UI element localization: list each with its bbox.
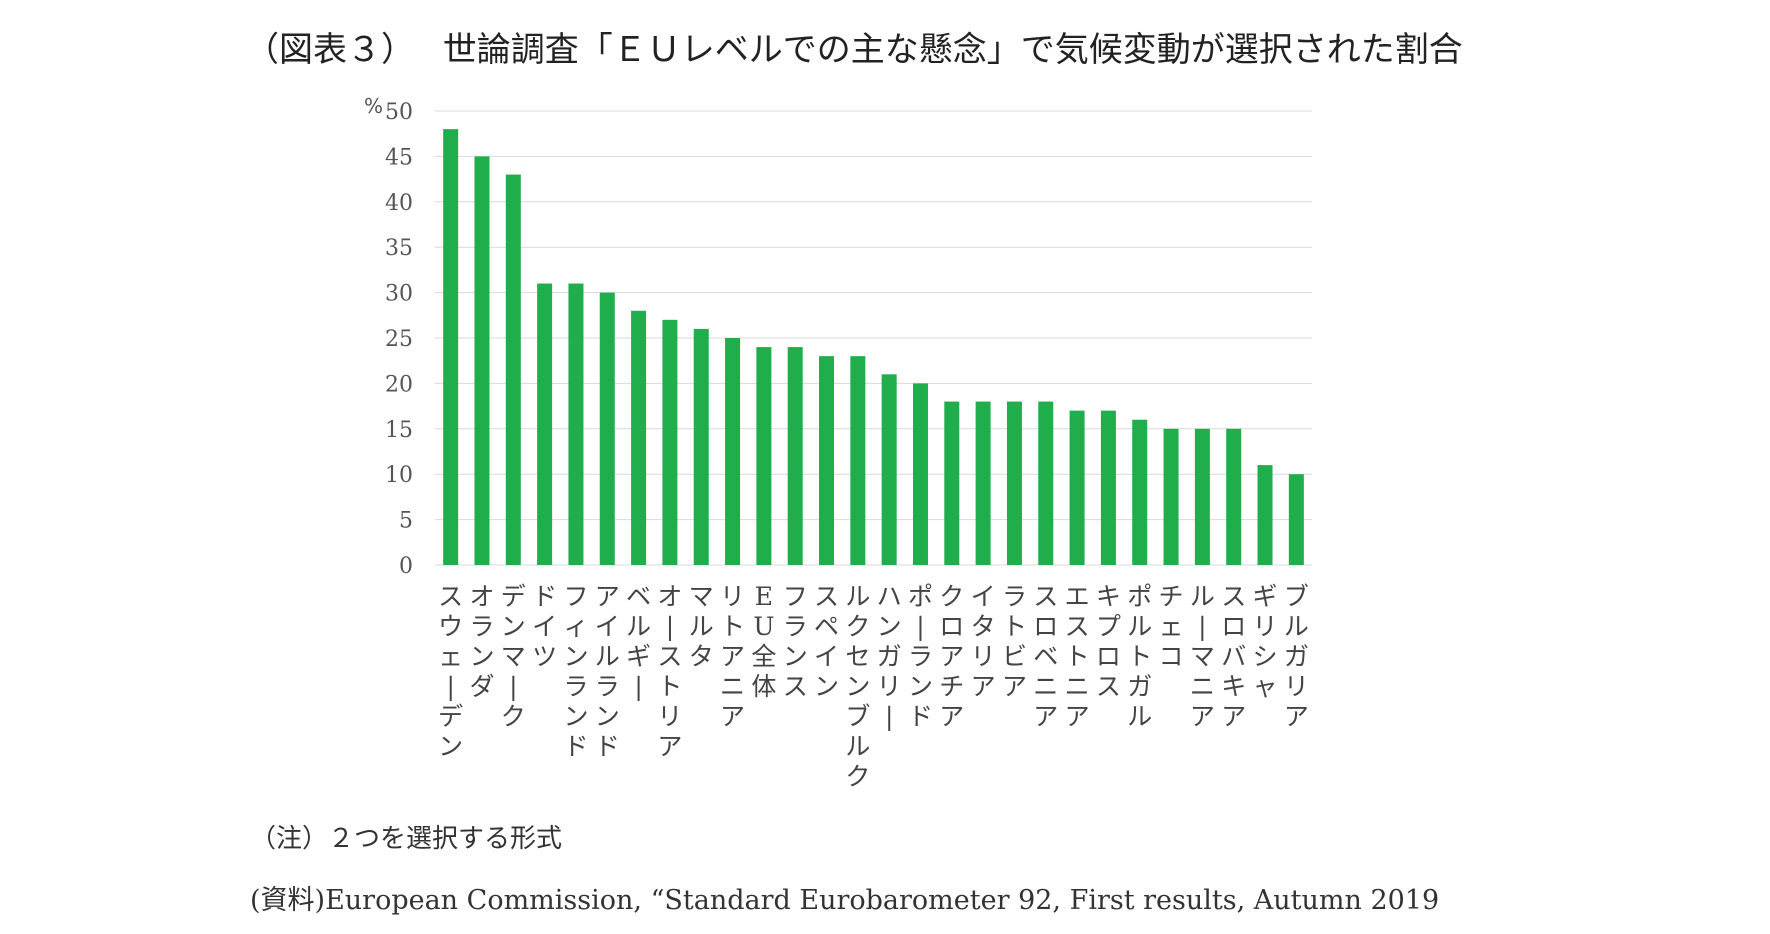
- bar: [756, 347, 772, 565]
- bar: [819, 356, 835, 565]
- x-category-label: フランス: [783, 582, 808, 701]
- chart-title: （図表３） 世論調査「ＥＵレベルでの主な懸念」で気候変動が選択された割合: [245, 30, 1463, 70]
- chart-note: （注）２つを選択する形式: [250, 824, 563, 854]
- x-category-label: エストニア: [1065, 582, 1090, 731]
- x-category-label: スロベニア: [1033, 582, 1058, 731]
- bar: [1163, 428, 1179, 565]
- bar: [568, 283, 584, 565]
- x-category-label: イタリア: [971, 582, 996, 701]
- bar: [505, 174, 521, 565]
- x-category-label: ドイツ: [532, 582, 557, 671]
- x-category-label: スロバキア: [1221, 582, 1246, 731]
- bar: [599, 292, 615, 565]
- x-category-label: ラトビア: [1002, 582, 1027, 701]
- bar: [693, 328, 709, 565]
- x-category-label: スペイン: [814, 582, 839, 701]
- bar: [1006, 401, 1022, 565]
- x-category-label: オ|ストリア: [657, 582, 682, 761]
- x-category-label: スウェ|デン: [438, 582, 463, 761]
- x-category-label: ポ|ランド: [908, 582, 933, 731]
- x-category-label: ハンガリ|: [877, 582, 902, 732]
- bar: [1100, 410, 1116, 565]
- y-tick-label: 50: [385, 100, 413, 125]
- bar: [474, 156, 490, 565]
- y-tick-label: 5: [399, 509, 413, 534]
- bar: [1038, 401, 1054, 565]
- bar: [1226, 428, 1242, 565]
- bar: [1257, 465, 1273, 565]
- chart-source: (資料)European Commission, “Standard Eurob…: [250, 885, 1440, 916]
- y-tick-label: 0: [399, 554, 413, 579]
- bar: [881, 374, 897, 565]
- x-category-label: クロアチア: [939, 582, 964, 731]
- x-category-label: リトアニア: [720, 582, 745, 731]
- x-category-label: ブルガリア: [1284, 582, 1309, 731]
- x-category-label: フィンランド: [563, 582, 588, 761]
- bar: [725, 338, 741, 565]
- bar: [787, 347, 803, 565]
- x-category-label: ルクセンブルク: [845, 582, 870, 791]
- y-axis-ticks: 0 5 10 15 20 25 30 35 40 45 50: [385, 100, 413, 579]
- y-tick-label: 40: [385, 191, 413, 216]
- x-category-label: アイルランド: [595, 582, 620, 761]
- x-category-label: チェコ: [1159, 582, 1184, 671]
- y-tick-label: 25: [385, 327, 413, 352]
- bar: [975, 401, 991, 565]
- x-category-label: ポルトガル: [1127, 582, 1152, 731]
- x-category-label: ル|マニア: [1190, 582, 1215, 731]
- bar: [850, 356, 866, 565]
- x-category-label: オランダ: [469, 582, 494, 701]
- x-axis-category-labels: スウェ|デンオランダデンマ|クドイツフィンランドアイルランドベルギ|オ|ストリア…: [438, 582, 1309, 791]
- bars: [443, 129, 1304, 565]
- y-tick-label: 20: [385, 372, 413, 397]
- x-category-label: E U 全体: [751, 582, 776, 701]
- x-category-label: キプロス: [1096, 582, 1121, 701]
- bar: [1194, 428, 1210, 565]
- y-tick-label: 45: [385, 145, 413, 170]
- y-axis-unit-label: %: [364, 94, 383, 118]
- bar: [443, 129, 459, 565]
- bar: [662, 319, 678, 565]
- y-tick-label: 35: [385, 236, 413, 261]
- x-category-label: デンマ|ク: [501, 582, 526, 731]
- x-category-label: マルタ: [689, 582, 714, 671]
- bar: [631, 310, 647, 565]
- x-category-label: ベルギ|: [626, 582, 651, 702]
- x-category-label: ギリシャ: [1253, 582, 1278, 701]
- bar: [1069, 410, 1085, 565]
- bar: [537, 283, 553, 565]
- y-tick-label: 15: [385, 418, 413, 443]
- bar: [1132, 419, 1148, 565]
- gridlines: [435, 110, 1312, 566]
- bar: [1288, 474, 1304, 565]
- y-tick-label: 30: [385, 282, 413, 307]
- bar: [912, 383, 928, 565]
- bar: [944, 401, 960, 565]
- y-tick-label: 10: [385, 463, 413, 488]
